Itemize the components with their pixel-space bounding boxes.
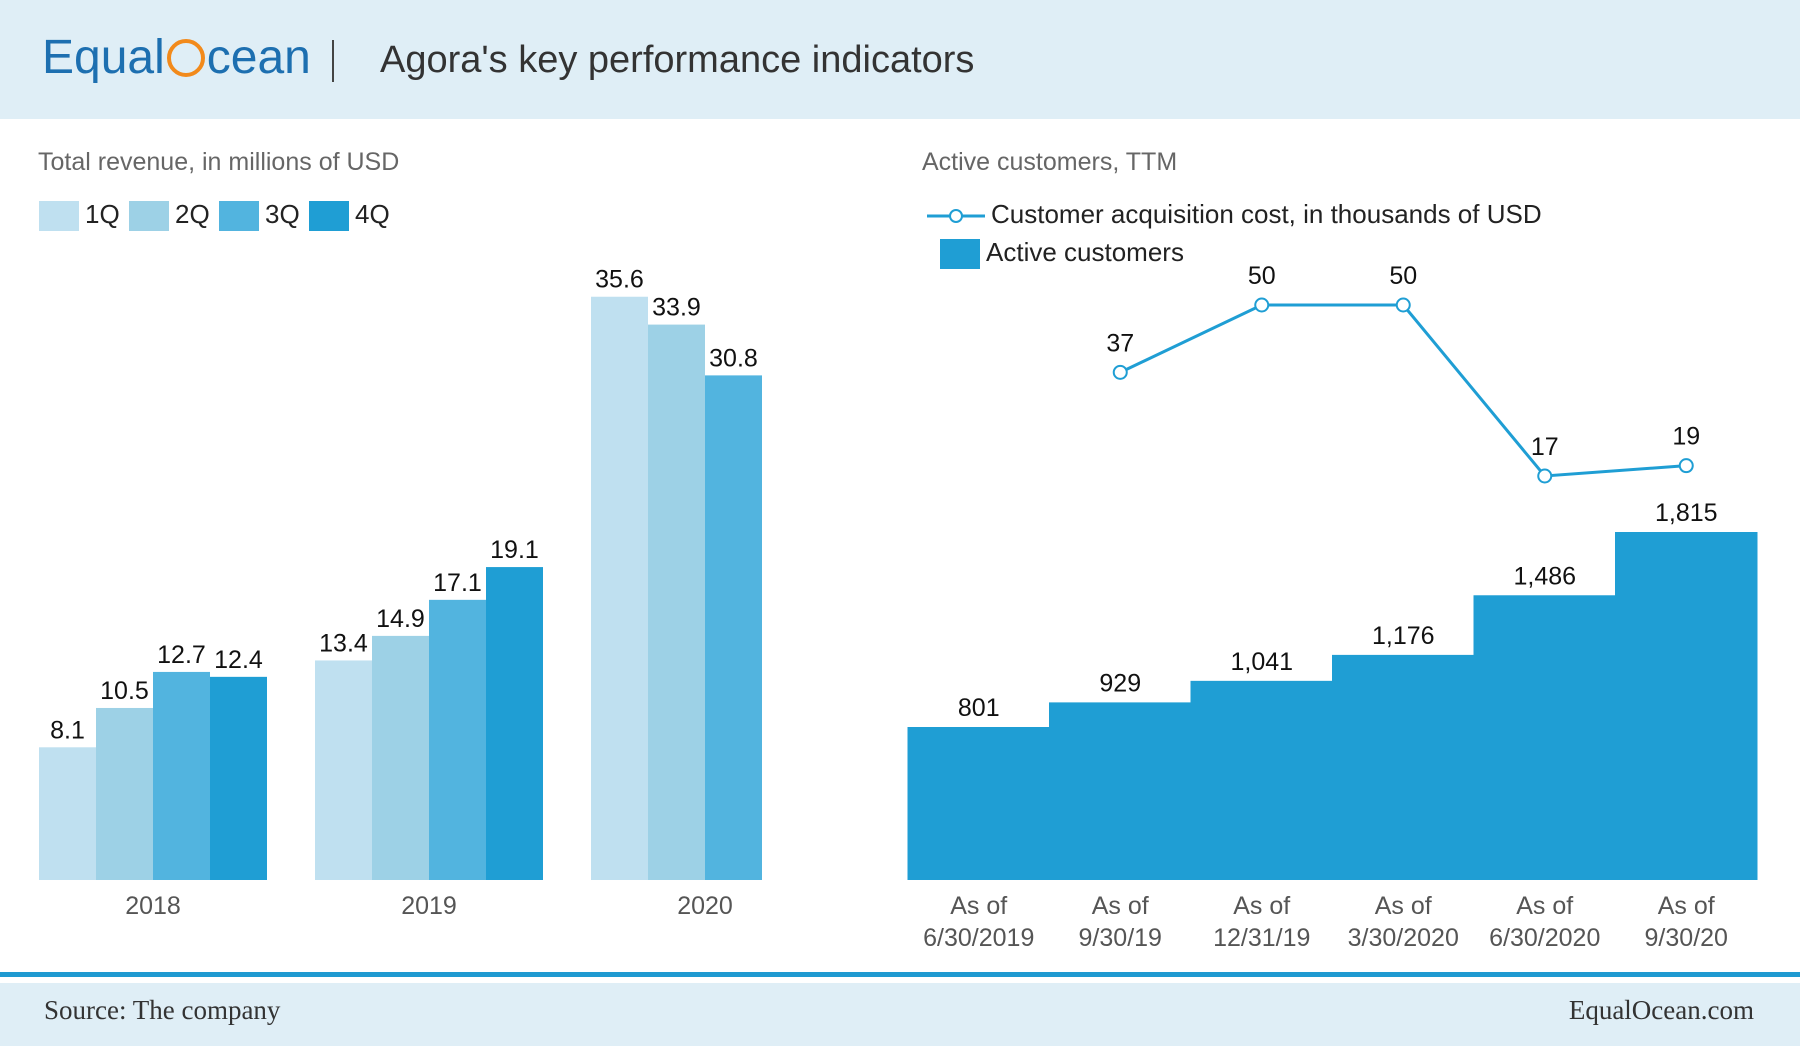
site-link[interactable]: EqualOcean.com <box>1568 995 1754 1025</box>
equalocean-logo[interactable]: Equal cean <box>42 28 311 88</box>
footer-divider <box>0 972 1800 977</box>
footer-bar: Source: The company EqualOcean.com <box>0 983 1800 1046</box>
legend-label: 4Q <box>355 199 390 229</box>
revenue-bar-label: 13.4 <box>319 629 368 657</box>
revenue-bar-label: 19.1 <box>490 536 539 564</box>
cac-label: 50 <box>1248 262 1276 290</box>
legend-swatch-1Q <box>39 201 79 232</box>
legend-swatch-4Q <box>309 201 349 232</box>
customers-chart: 801 929 1,041 1,176 1,486 1,815 As of 6/30/2019… <box>907 262 1758 952</box>
revenue-bar-label: 14.9 <box>376 605 425 633</box>
legend-swatch-2Q <box>129 201 169 232</box>
legend-label: 1Q <box>85 199 120 229</box>
active-customers-label: 801 <box>958 694 1000 722</box>
revenue-bar-label: 12.7 <box>157 641 206 669</box>
revenue-bar-label: 12.4 <box>214 646 263 674</box>
revenue-bar <box>372 635 429 880</box>
revenue-legend-item[interactable]: 3Q <box>219 199 300 232</box>
active-customers-step <box>1615 532 1758 880</box>
cac-label: 19 <box>1672 423 1700 451</box>
revenue-bar <box>648 324 705 880</box>
cac-point <box>1254 297 1270 313</box>
revenue-bar-label: 30.8 <box>709 344 758 372</box>
cac-line <box>1119 303 1687 478</box>
legend-swatch-3Q <box>219 201 259 232</box>
cac-point <box>1537 468 1553 484</box>
active-customers-label: 1,815 <box>1655 499 1718 527</box>
revenue-bar <box>591 296 648 880</box>
customers-x-tick: As of 6/30/2019 <box>923 892 1034 952</box>
revenue-bar-label: 17.1 <box>433 569 482 597</box>
line-marker-icon <box>927 209 985 224</box>
customers-x-tick: As of 9/30/20 <box>1645 892 1728 952</box>
revenue-x-tick: 2020 <box>677 892 733 920</box>
cac-label: 17 <box>1531 433 1559 461</box>
revenue-bar <box>96 707 153 880</box>
cac-label: 50 <box>1389 262 1417 290</box>
cac-point <box>1678 458 1694 474</box>
revenue-bar <box>429 599 486 880</box>
logo-text-left: Equal <box>42 31 165 84</box>
revenue-bar <box>210 676 267 880</box>
cac-legend-item[interactable]: Customer acquisition cost, in thousands … <box>927 199 1542 230</box>
active-customers-label: 1,176 <box>1372 622 1435 650</box>
cac-point <box>1112 364 1128 380</box>
revenue-bar <box>705 375 762 880</box>
page-title: Agora's key performance indicators <box>380 39 975 81</box>
legend-swatch-active <box>940 239 980 270</box>
cac-point <box>1395 297 1411 313</box>
revenue-bar <box>39 747 96 880</box>
revenue-legend-item[interactable]: 1Q <box>39 199 120 232</box>
revenue-bar <box>153 671 210 880</box>
active-customers-step <box>1049 702 1192 880</box>
revenue-bar-label: 10.5 <box>100 677 149 705</box>
active-customers-label: 929 <box>1099 669 1141 697</box>
active-customers-step <box>1332 654 1475 880</box>
customers-x-tick: As of 3/30/2020 <box>1348 892 1459 952</box>
logo-o-icon <box>166 39 205 77</box>
customers-x-tick: As of 12/31/19 <box>1213 892 1310 952</box>
cac-label: 37 <box>1106 329 1134 357</box>
revenue-chart-title: Total revenue, in millions of USD <box>38 148 400 176</box>
revenue-bar-label: 8.1 <box>50 716 85 744</box>
revenue-legend-item[interactable]: 2Q <box>129 199 210 232</box>
active-customers-label: 1,041 <box>1230 648 1293 676</box>
revenue-x-tick: 2018 <box>125 892 181 920</box>
header-divider <box>332 40 334 82</box>
source-note: Source: The company <box>44 995 281 1025</box>
revenue-legend-item[interactable]: 4Q <box>309 199 390 232</box>
revenue-bar-label: 35.6 <box>595 266 644 294</box>
revenue-chart: 8.1 10.5 12.7 12.4 2018 13.4 14.9 17.1 19.1 2019 3… <box>39 266 762 920</box>
revenue-bar <box>315 660 372 880</box>
active-customers-step <box>1190 680 1333 880</box>
active-legend-item[interactable]: Active customers <box>940 237 1184 270</box>
customers-x-tick: As of 6/30/2020 <box>1489 892 1600 952</box>
revenue-x-tick: 2019 <box>401 892 457 920</box>
legend-label: Active customers <box>986 237 1184 267</box>
active-customers-step <box>1473 595 1616 880</box>
customers-x-tick: As of 9/30/19 <box>1079 892 1162 952</box>
customers-chart-title: Active customers, TTM <box>922 148 1178 176</box>
header-bar: Equal cean Agora's key performance indica… <box>0 0 1800 119</box>
logo-text-right: cean <box>206 31 311 84</box>
active-customers-step <box>907 727 1050 880</box>
legend-label: 2Q <box>175 199 210 229</box>
legend-label: 3Q <box>265 199 300 229</box>
revenue-bar <box>486 567 543 880</box>
active-customers-label: 1,486 <box>1513 562 1576 590</box>
legend-label: Customer acquisition cost, in thousands … <box>991 199 1542 229</box>
revenue-bar-label: 33.9 <box>652 294 701 322</box>
